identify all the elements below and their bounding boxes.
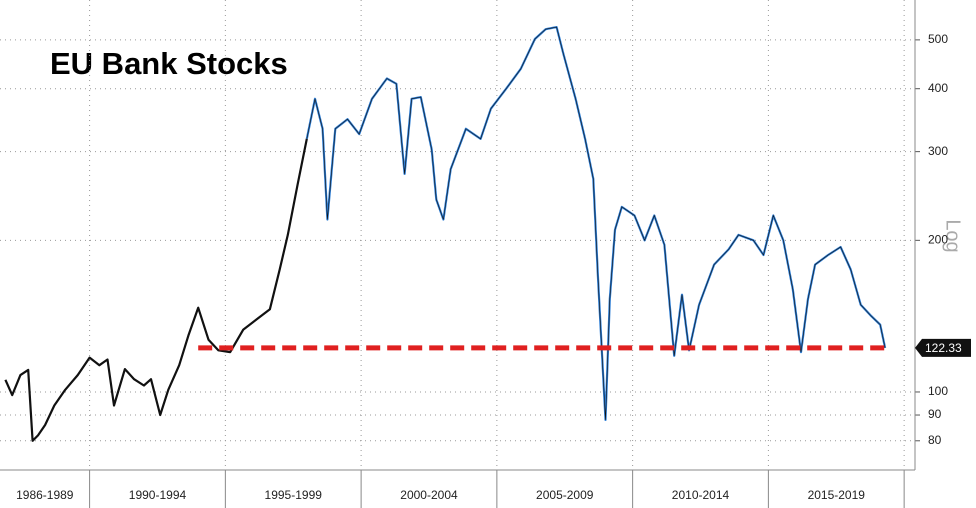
last-value-label: 122.33 <box>925 341 962 355</box>
y-tick-label: 500 <box>928 32 948 46</box>
x-period-label: 2000-2004 <box>400 488 458 502</box>
y-tick-label: 80 <box>928 433 942 447</box>
y-tick-label: 400 <box>928 81 948 95</box>
series-line <box>4 138 308 442</box>
y-axis-label: Log <box>942 219 964 252</box>
x-period-label: 2010-2014 <box>672 488 730 502</box>
x-period-label: 1995-1999 <box>265 488 323 502</box>
x-period-label: 2015-2019 <box>808 488 866 502</box>
y-tick-label: 200 <box>928 233 948 247</box>
x-period-label: 1990-1994 <box>129 488 187 502</box>
y-tick-label: 100 <box>928 384 948 398</box>
x-period-label: 1986-1989 <box>16 488 74 502</box>
y-tick-label: 90 <box>928 407 942 421</box>
last-value-tag <box>915 338 971 357</box>
y-tick-label: 300 <box>928 144 948 158</box>
chart-title: EU Bank Stocks <box>50 46 288 81</box>
x-period-label: 2005-2009 <box>536 488 594 502</box>
series-line-outline <box>306 26 886 420</box>
